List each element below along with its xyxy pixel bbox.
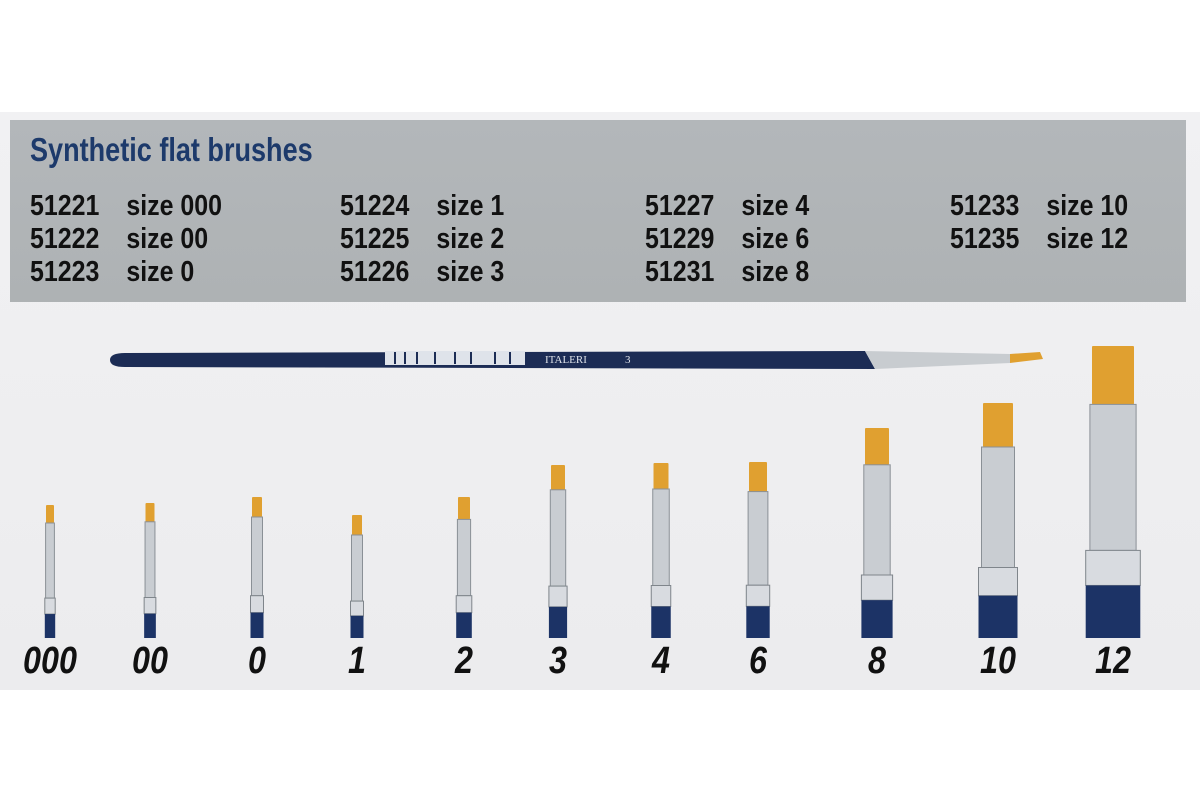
info-panel (10, 120, 1186, 302)
product-size: size 1 (436, 190, 505, 222)
product-code: 51226 (340, 256, 410, 288)
brush-size-label: 4 (652, 640, 670, 682)
product-row: 51229 size 6 (645, 223, 809, 256)
product-code: 51225 (340, 223, 410, 255)
brush-00 (143, 503, 157, 638)
brush-number: 3 (625, 354, 631, 366)
brush-size-label: 1 (348, 640, 366, 682)
product-row: 51235 size 12 (950, 223, 1128, 256)
product-row: 51227 size 4 (645, 190, 809, 223)
product-size: size 6 (741, 223, 810, 255)
product-code: 51221 (30, 190, 100, 222)
product-code: 51229 (645, 223, 715, 255)
brush-size-label: 0 (248, 640, 266, 682)
brush-12 (1085, 346, 1141, 638)
brush-size-label: 000 (23, 640, 77, 682)
product-size: size 8 (741, 256, 810, 288)
brush-3 (548, 465, 568, 638)
product-column: 51224 size 1 51225 size 2 51226 size 3 (340, 190, 504, 289)
product-row: 51222 size 00 (30, 223, 222, 256)
brush-000 (44, 505, 56, 638)
brush-0 (250, 497, 264, 638)
product-column: 51221 size 000 51222 size 00 51223 size 0 (30, 190, 222, 289)
product-code: 51231 (645, 256, 715, 288)
product-size: size 000 (126, 190, 223, 222)
brush-8 (860, 428, 894, 638)
brand-text: ITALERI (545, 354, 587, 366)
product-row: 51231 size 8 (645, 256, 809, 289)
product-size: size 3 (436, 256, 505, 288)
product-code: 51227 (645, 190, 715, 222)
product-row: 51223 size 0 (30, 256, 222, 289)
brush-size-label: 3 (549, 640, 567, 682)
product-row: 51224 size 1 (340, 190, 504, 223)
product-code: 51233 (950, 190, 1020, 222)
product-row: 51226 size 3 (340, 256, 504, 289)
product-column: 51233 size 10 51235 size 12 (950, 190, 1128, 256)
brush-size-label: 6 (749, 640, 767, 682)
brush-size-label: 8 (868, 640, 886, 682)
brush-6 (745, 462, 771, 638)
brush-size-label: 2 (455, 640, 473, 682)
brush-size-label: 00 (132, 640, 168, 682)
brush-10 (978, 403, 1018, 638)
brush-4 (650, 463, 672, 638)
product-code: 51222 (30, 223, 100, 255)
product-code: 51223 (30, 256, 100, 288)
product-row: 51233 size 10 (950, 190, 1128, 223)
product-row: 51221 size 000 (30, 190, 222, 223)
product-code: 51235 (950, 223, 1020, 255)
product-row: 51225 size 2 (340, 223, 504, 256)
product-code: 51224 (340, 190, 410, 222)
brush-2 (455, 497, 473, 638)
product-size: size 0 (126, 256, 195, 288)
long-brush: ITALERI 3 (110, 351, 1043, 369)
product-size: size 10 (1046, 190, 1129, 222)
product-size: size 4 (741, 190, 810, 222)
product-size: size 12 (1046, 223, 1129, 255)
brush-1 (350, 515, 364, 638)
brush-size-label: 12 (1095, 640, 1131, 682)
product-size: size 2 (436, 223, 505, 255)
product-size: size 00 (126, 223, 209, 255)
product-column: 51227 size 4 51229 size 6 51231 size 8 (645, 190, 809, 289)
page-title: Synthetic flat brushes (30, 131, 313, 168)
brush-size-label: 10 (980, 640, 1016, 682)
